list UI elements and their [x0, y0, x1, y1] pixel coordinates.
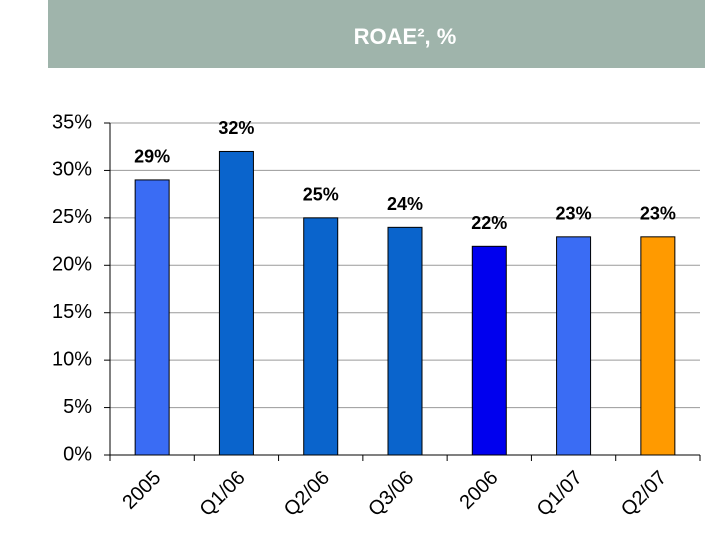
- y-tick-label: 15%: [52, 301, 92, 323]
- chart-title: ROAE², %: [354, 24, 457, 49]
- x-tick-label: Q2/06: [280, 467, 334, 521]
- value-label: 25%: [303, 185, 339, 205]
- bar: [387, 226, 423, 456]
- x-tick-label: 2006: [456, 467, 503, 514]
- value-label: 23%: [556, 204, 592, 224]
- bar: [218, 150, 254, 456]
- bar: [471, 245, 507, 456]
- value-label: 22%: [471, 213, 507, 233]
- x-tick-label: Q1/07: [533, 467, 587, 521]
- x-tick-label: Q2/07: [617, 467, 671, 521]
- y-tick-label: 20%: [52, 254, 92, 276]
- value-label: 32%: [218, 118, 254, 138]
- y-tick-label: 0%: [63, 443, 92, 465]
- y-tick-label: 35%: [52, 111, 92, 133]
- y-tick-label: 10%: [52, 348, 92, 370]
- bar: [556, 236, 592, 456]
- bar: [303, 217, 339, 456]
- title-band: [48, 0, 705, 68]
- x-tick-label: Q1/06: [196, 467, 250, 521]
- y-tick-label: 5%: [63, 396, 92, 418]
- y-tick-label: 25%: [52, 206, 92, 228]
- value-label: 29%: [134, 147, 170, 167]
- value-label: 23%: [640, 204, 676, 224]
- x-tick-label: Q3/06: [364, 467, 418, 521]
- x-tick-label: 2005: [118, 467, 165, 514]
- bar: [640, 236, 676, 456]
- bar: [134, 179, 170, 456]
- value-label: 24%: [387, 194, 423, 214]
- y-tick-label: 30%: [52, 159, 92, 181]
